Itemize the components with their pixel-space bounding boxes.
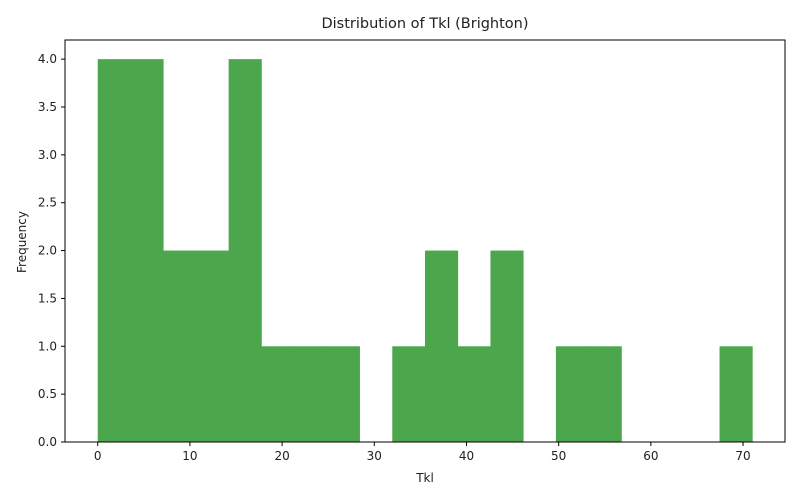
y-tick-label: 2.0 [38, 244, 57, 258]
histogram-bar [588, 346, 622, 442]
histogram-bar [392, 346, 426, 442]
y-tick-label: 1.0 [38, 339, 57, 353]
histogram-bar [163, 250, 197, 442]
y-axis-label: Frequency [15, 211, 29, 273]
axes-group: 0 10 20 30 40 50 60 70 0.0 0.5 1.0 1.5 2.0 2.5 3.0 3.5 4… [38, 52, 751, 463]
x-tick-label: 40 [459, 449, 474, 463]
histogram-bar [130, 59, 164, 443]
y-tick-label: 1.5 [38, 291, 57, 305]
x-tick-label: 30 [367, 449, 382, 463]
histogram-bar [719, 346, 753, 442]
x-tick-label: 60 [643, 449, 658, 463]
plot-frame [64, 39, 786, 443]
x-tick-label: 70 [735, 449, 750, 463]
x-tick-label: 10 [182, 449, 197, 463]
y-tick-label: 3.0 [38, 148, 57, 162]
x-tick-label: 0 [94, 449, 102, 463]
histogram-bar [490, 250, 524, 442]
y-tick-label: 0.0 [38, 435, 57, 449]
chart-title: Distribution of Tkl (Brighton) [321, 16, 528, 32]
histogram-bar [457, 346, 491, 442]
histogram-bar [261, 346, 295, 442]
histogram-bar [195, 250, 230, 442]
histogram-bar [326, 346, 360, 442]
y-tick-label: 3.5 [38, 100, 57, 114]
y-tick-label: 4.0 [38, 52, 57, 66]
histogram-bar [555, 346, 590, 442]
histogram-bar [425, 250, 459, 442]
x-tick-label: 20 [274, 449, 289, 463]
y-tick-label: 0.5 [38, 387, 57, 401]
histogram-bar [294, 346, 328, 442]
bars-group [97, 59, 753, 443]
histogram-bar [97, 59, 131, 443]
y-tick-label: 2.5 [38, 196, 57, 210]
x-axis-label: Tkl [415, 471, 434, 485]
histogram-bar [228, 59, 262, 443]
x-tick-label: 50 [551, 449, 566, 463]
